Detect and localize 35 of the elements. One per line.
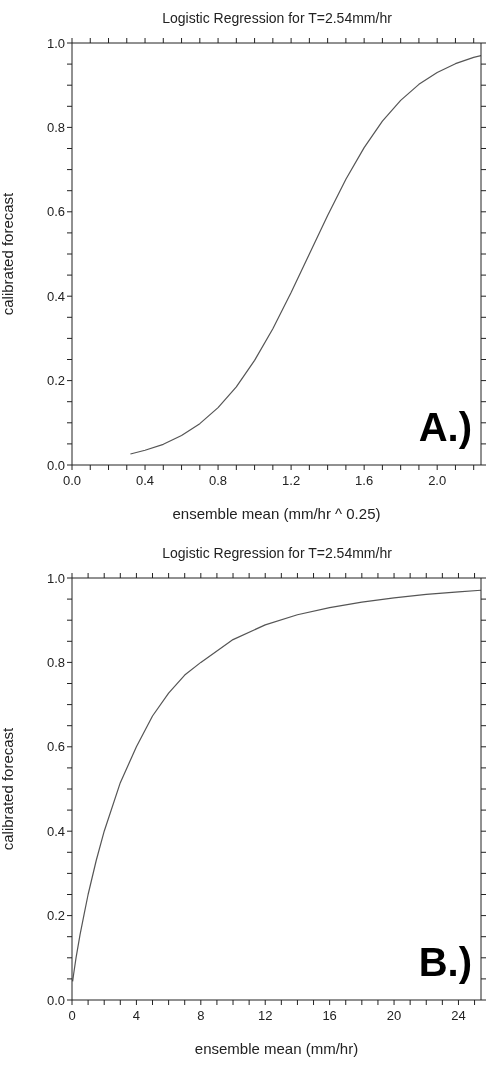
y-tick-label: 0.0 — [46, 457, 65, 473]
x-tick-label: 0.0 — [62, 473, 82, 489]
x-tick-label: 24 — [451, 1008, 466, 1024]
line-series — [72, 589, 481, 983]
x-axis-title: ensemble mean (mm/hr) — [194, 1040, 359, 1057]
y-tick-label: 0.0 — [46, 992, 65, 1008]
y-axis-title: calibrated forecast — [0, 191, 17, 316]
chart-title: Logistic Regression for T=2.54mm/hr — [161, 545, 393, 561]
x-tick-label: 0.8 — [209, 473, 228, 489]
y-tick-label: 1.0 — [46, 570, 65, 586]
annotation: B.) — [418, 940, 472, 985]
chart-title: Logistic Regression for T=2.54mm/hr — [161, 10, 393, 26]
x-tick-label: 20 — [386, 1008, 402, 1024]
y-tick-label: 0.8 — [46, 120, 65, 136]
y-tick-label: 0.4 — [46, 823, 65, 839]
line-series — [129, 55, 481, 455]
y-tick-label: 0.4 — [46, 288, 65, 304]
y-tick-label: 0.6 — [46, 204, 65, 220]
x-tick-label: 1.2 — [282, 473, 301, 489]
y-tick-label: 1.0 — [46, 35, 65, 51]
y-tick-label: 0.2 — [46, 373, 65, 389]
x-tick-label: 12 — [257, 1008, 273, 1024]
x-tick-label: 1.6 — [355, 473, 374, 489]
x-tick-label: 4 — [132, 1008, 141, 1024]
x-tick-label: 16 — [322, 1008, 337, 1024]
x-tick-label: 2.0 — [428, 473, 447, 489]
x-tick-label: 0.4 — [136, 473, 155, 489]
x-axis-title: ensemble mean (mm/hr ^ 0.25) — [172, 505, 381, 522]
y-tick-label: 0.6 — [46, 739, 65, 755]
x-tick-label: 0 — [68, 1008, 76, 1024]
y-tick-label: 0.8 — [46, 655, 65, 671]
y-axis-title: calibrated forecast — [0, 726, 17, 851]
annotation: A.) — [418, 405, 472, 450]
y-tick-label: 0.2 — [46, 908, 65, 924]
x-tick-label: 8 — [197, 1008, 205, 1024]
